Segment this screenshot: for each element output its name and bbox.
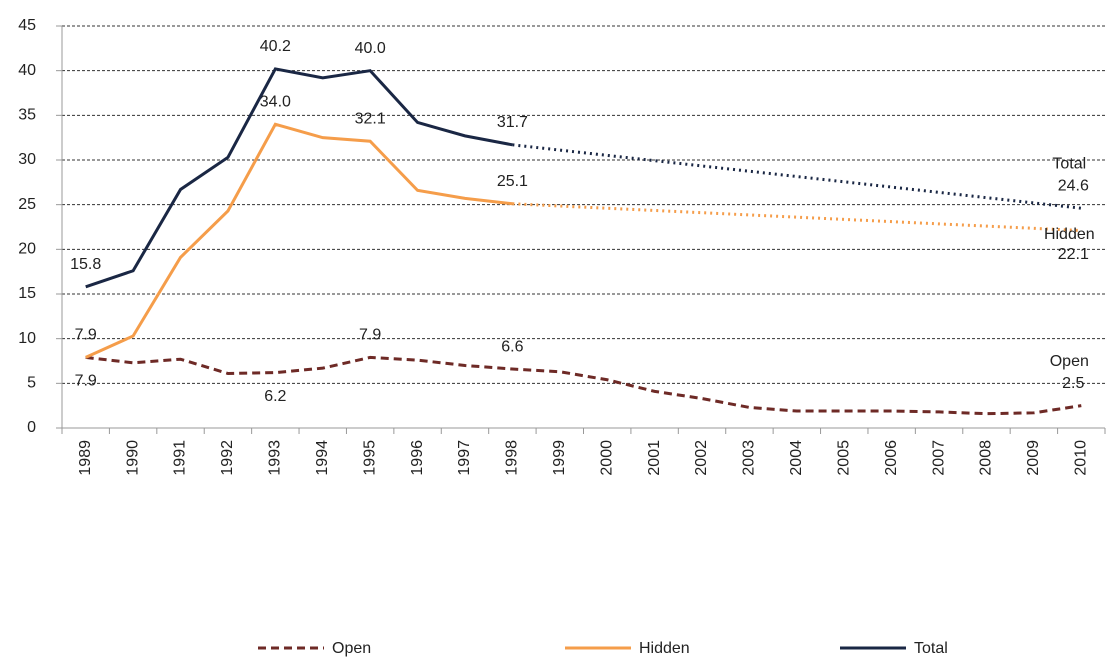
series-end-label: Total: [1052, 155, 1086, 172]
y-tick-label: 35: [18, 107, 36, 124]
x-tick-label: 1993: [267, 440, 284, 476]
line: [85, 67, 513, 289]
x-tick-label: 2000: [598, 440, 615, 476]
y-tick-label: 20: [18, 241, 36, 258]
legend-label: Total: [914, 640, 948, 657]
data-label: 25.1: [497, 173, 528, 190]
legend-label: Hidden: [639, 640, 690, 657]
data-label: 31.7: [497, 114, 528, 131]
x-tick-label: 1994: [314, 440, 331, 476]
data-label: 2.5: [1062, 375, 1084, 392]
data-label: 15.8: [70, 256, 101, 273]
x-tick-label: 1991: [172, 440, 189, 476]
y-tick-label: 40: [18, 62, 36, 79]
x-tick-label: 1998: [504, 440, 521, 476]
data-label: 40.0: [355, 40, 386, 57]
x-tick-label: 2003: [741, 440, 758, 476]
data-label: 6.6: [501, 338, 523, 355]
x-tick-label: 2004: [788, 440, 805, 476]
x-tick-label: 1997: [456, 440, 473, 476]
data-label: 7.9: [359, 327, 381, 344]
series-end-label: Hidden: [1044, 226, 1095, 243]
x-tick-label: 1996: [409, 440, 426, 476]
line: [85, 355, 1082, 416]
data-label: 6.2: [264, 388, 286, 405]
data-label: 7.9: [75, 327, 97, 344]
x-tick-label: 2001: [646, 440, 663, 476]
x-tick-label: 2009: [1025, 440, 1042, 476]
series-end-label: Open: [1050, 353, 1089, 370]
x-tick-label: 1995: [361, 440, 378, 476]
y-tick-label: 10: [18, 330, 36, 347]
data-label: 24.6: [1058, 177, 1089, 194]
x-tick-label: 1989: [77, 440, 94, 476]
data-label: 40.2: [260, 38, 291, 55]
data-label: 32.1: [355, 110, 386, 127]
y-tick-label: 30: [18, 151, 36, 168]
line: [85, 122, 513, 359]
y-tick-label: 15: [18, 285, 36, 302]
data-label: 7.9: [75, 373, 97, 390]
y-tick-label: 25: [18, 196, 36, 213]
y-tick-label: 5: [27, 375, 36, 392]
y-tick-label: 0: [27, 419, 36, 436]
data-label: 22.1: [1058, 246, 1089, 263]
x-tick-label: 2006: [883, 440, 900, 476]
projection-line: [512, 202, 1082, 233]
x-tick-label: 2010: [1073, 440, 1090, 476]
x-tick-label: 1992: [219, 440, 236, 476]
x-tick-label: 2005: [835, 440, 852, 476]
x-tick-label: 2007: [930, 440, 947, 476]
legend-label: Open: [332, 640, 371, 657]
data-label: 34.0: [260, 93, 291, 110]
x-tick-label: 1990: [124, 440, 141, 476]
x-tick-label: 2002: [693, 440, 710, 476]
x-tick-label: 2008: [978, 440, 995, 476]
y-tick-label: 45: [18, 17, 36, 34]
projection-line: [512, 143, 1082, 210]
x-tick-label: 1999: [551, 440, 568, 476]
